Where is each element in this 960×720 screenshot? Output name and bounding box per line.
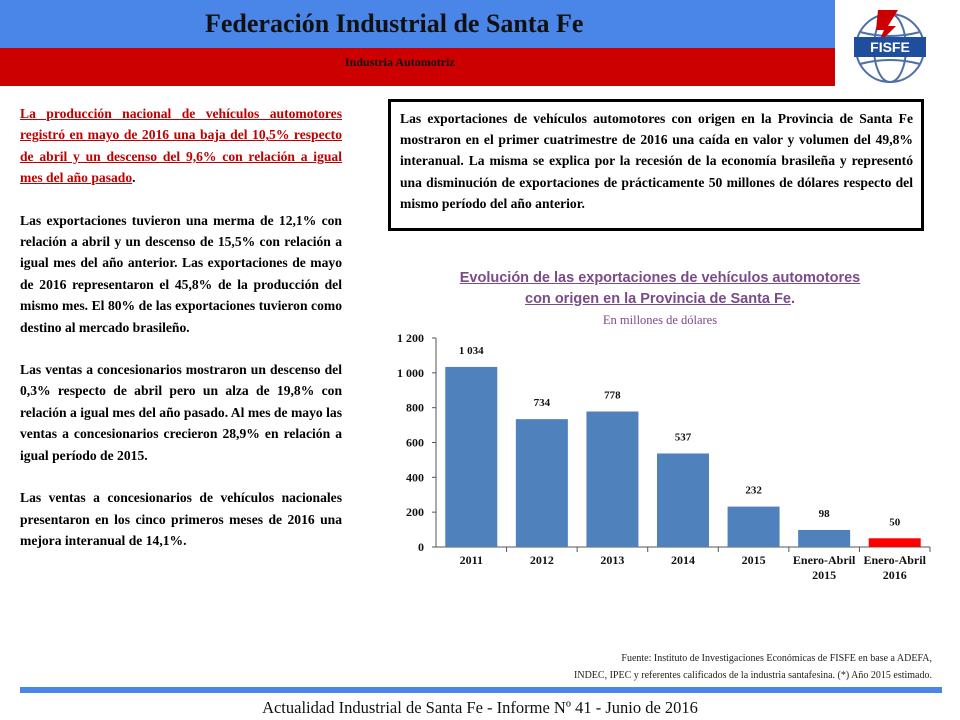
source-line-2: INDEC, IPEC y referentes calificados de … [574,670,932,681]
source-note: Fuente: Instituto de Investigaciones Eco… [420,650,932,684]
y-tick-label: 0 [418,540,424,554]
x-tick-label: Enero-Abril 2015 [793,553,856,582]
exports-summary-box: Las exportaciones de vehículos automotor… [388,99,924,231]
x-tick-label: 2012 [530,553,554,567]
fisfe-logo: FISFE [854,10,926,83]
data-label: 232 [745,485,762,497]
data-label: 734 [534,397,551,409]
header-bar-red [0,48,835,86]
y-tick-label: 1 200 [397,331,424,345]
chart-title: Evolución de las exportaciones de vehícu… [400,268,920,310]
header-bar-blue [0,0,835,48]
footer-text: Actualidad Industrial de Santa Fe - Info… [262,698,698,717]
chart-title-line1: Evolución de las exportaciones de vehícu… [459,270,861,286]
summary-paragraph-exports: Las exportaciones tuvieron una merma de … [20,212,342,335]
logo-text: FISFE [870,39,910,55]
y-tick-label: 200 [406,505,424,519]
x-tick-label: 2013 [600,553,624,567]
bar [445,366,498,547]
summary-paragraph-national-sales: Las ventas a concesionarios de vehículos… [20,490,342,548]
data-label: 98 [819,508,831,520]
y-tick-label: 1 000 [397,366,424,380]
y-tick-label: 400 [406,470,424,484]
chart-subtitle: En millones de dólares [602,313,718,327]
summary-text: La producción nacional de vehículos auto… [20,103,342,572]
chart-title-end: . [790,291,795,307]
bar [798,529,851,547]
production-highlight: La producción nacional de vehículos auto… [20,106,342,186]
bar [657,453,709,547]
page-title: Federación Industrial de Santa Fe [205,9,584,38]
footer-bar [20,687,942,693]
bar [586,411,639,547]
y-tick-label: 800 [406,401,424,415]
y-tick-label: 600 [406,436,424,450]
x-tick-label: 2014 [671,553,695,567]
bar [868,538,921,547]
summary-paragraph-sales: Las ventas a concesionarios mostraron un… [20,362,342,463]
x-tick-label: Enero-Abril 2016 [863,553,926,582]
summary-paragraph-production: La producción nacional de vehículos auto… [20,103,342,189]
exports-bar-chart: 0 200 400 600 800 1 000 1 200 1 034 2011 734 2012 7… [397,331,931,582]
source-line-1: Fuente: Instituto de Investigaciones Eco… [621,653,932,664]
bar [515,419,568,547]
x-tick-label: 2011 [460,553,483,567]
x-tick-label: 2015 [742,553,766,567]
section-subtitle: Industria Automotriz [345,55,455,69]
data-label: 50 [889,516,901,528]
production-end: . [132,170,136,186]
chart-title-line2: con origen en la Provincia de Santa Fe [525,291,791,307]
data-label: 778 [604,389,621,401]
data-label: 537 [675,431,692,443]
data-label: 1 034 [459,345,484,357]
bar [727,506,780,547]
